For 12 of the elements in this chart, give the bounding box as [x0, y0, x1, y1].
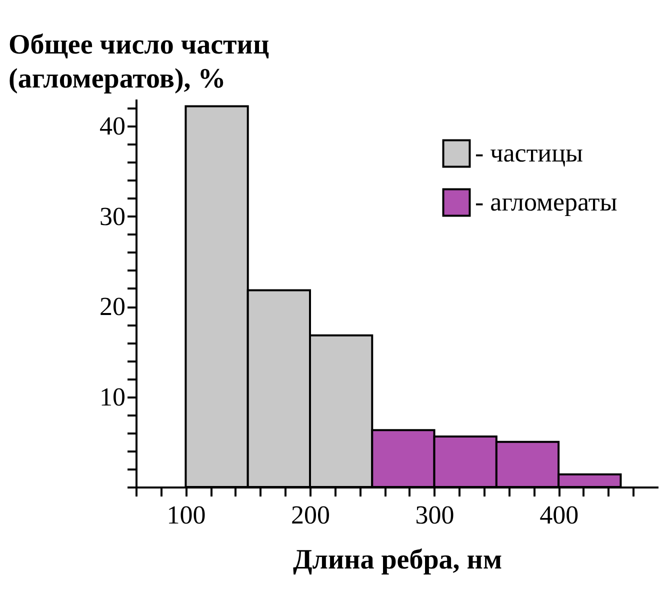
- x-tick-label: 100: [166, 500, 206, 530]
- x-tick-label: 400: [540, 500, 579, 530]
- legend-label: - частицы: [475, 138, 583, 168]
- x-tick-label: 200: [291, 500, 330, 530]
- y-tick-label: 20: [100, 292, 126, 322]
- y-tick-label: 10: [100, 382, 126, 412]
- x-axis-title: Длина ребра, нм: [292, 544, 502, 576]
- y-axis-title: Общее число частиц (агломератов), %: [8, 30, 270, 94]
- y-tick-label: 30: [100, 202, 126, 231]
- y-tick-label: 40: [100, 112, 126, 141]
- x-tick-label: 300: [415, 500, 454, 530]
- legend-label: - агломераты: [475, 188, 618, 216]
